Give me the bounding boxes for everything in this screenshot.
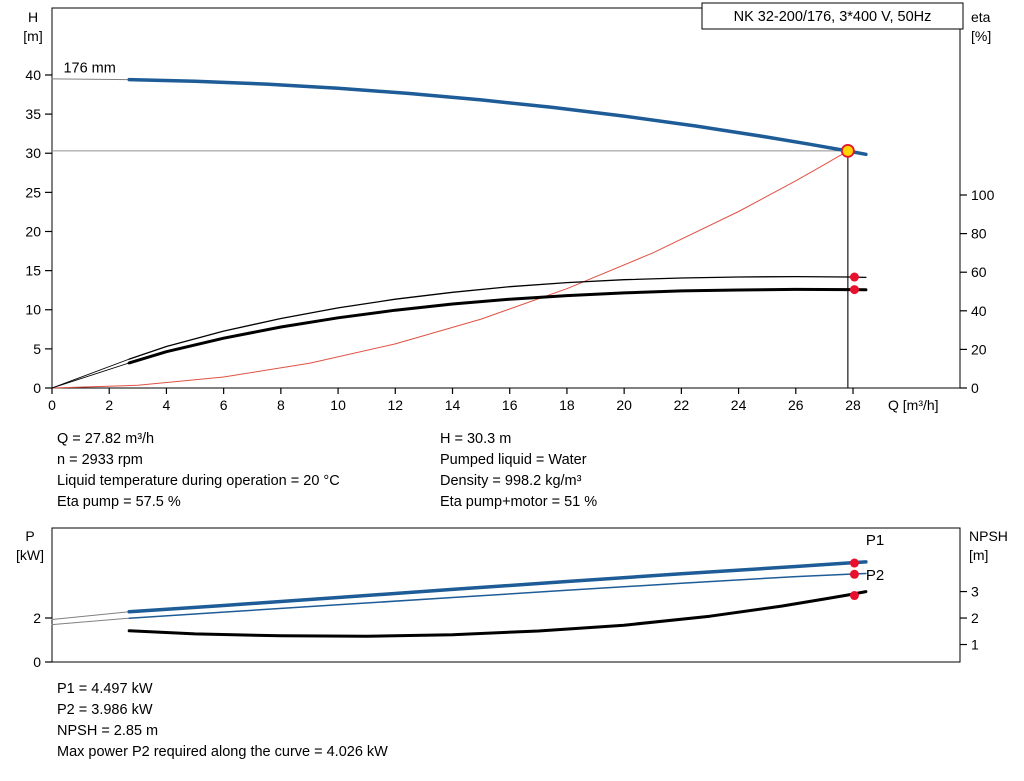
x-tick-label: 10 xyxy=(330,397,346,413)
y-right-tick-label: 3 xyxy=(971,584,979,600)
head-curve-lead xyxy=(51,78,130,81)
system-curve xyxy=(51,150,849,389)
power-npsh-chart: 0 2 1 2 3 P1 P2 P [kW] NPSH [m] xyxy=(16,527,1008,670)
y-right-tick-label: 20 xyxy=(971,341,987,357)
x-tick-label: 0 xyxy=(48,397,56,413)
eta-pump-motor-endpoint xyxy=(849,285,859,295)
info-line-eta-pump: Eta pump = 57.5 % xyxy=(57,494,181,510)
y-left-tick-label: 2 xyxy=(33,610,41,626)
info-line-eta-pump-motor: Eta pump+motor = 51 % xyxy=(440,494,598,510)
y-right-tick-label: 0 xyxy=(971,380,979,396)
info-line-speed: n = 2933 rpm xyxy=(57,452,143,468)
y-left-axis-title: H xyxy=(28,9,38,25)
info-line-density: Density = 998.2 kg/m³ xyxy=(440,473,582,489)
duty-info-right-column: H = 30.3 m Pumped liquid = Water Density… xyxy=(440,429,597,513)
p2-curve xyxy=(128,572,867,619)
y-right-axis-title: [%] xyxy=(971,28,991,44)
y-left-tick-label: 10 xyxy=(25,302,41,318)
y-left-tick-label: 5 xyxy=(33,341,41,357)
p2-label: P2 xyxy=(866,567,884,584)
y-right-tick-label: 40 xyxy=(971,303,987,319)
p1-endpoint xyxy=(849,558,859,568)
info-line-head: H = 30.3 m xyxy=(440,431,512,447)
power-npsh-chart-frame xyxy=(51,527,961,663)
x-tick-label: 28 xyxy=(845,397,861,413)
x-tick-label: 2 xyxy=(105,397,113,413)
y-left-axis-title: P xyxy=(25,528,34,544)
y-left-axis-title: [m] xyxy=(23,28,42,44)
y-left-tick-label: 0 xyxy=(33,654,41,670)
x-tick-label: 8 xyxy=(277,397,285,413)
eta-pump-curve xyxy=(128,275,867,360)
y-right-tick-label: 60 xyxy=(971,264,987,280)
info-line-pumped-liquid: Pumped liquid = Water xyxy=(440,452,587,468)
y-right-tick-label: 2 xyxy=(971,610,979,626)
head-curve-176mm xyxy=(127,77,868,157)
x-axis-title: Q [m³/h] xyxy=(888,397,939,413)
y-left-tick-label: 35 xyxy=(25,106,41,122)
p1-label: P1 xyxy=(866,532,884,549)
p1-curve xyxy=(127,560,868,614)
info-line-p2: P2 = 3.986 kW xyxy=(57,702,153,718)
x-tick-label: 18 xyxy=(559,397,575,413)
duty-info-left-column: Q = 27.82 m³/h n = 2933 rpm Liquid tempe… xyxy=(57,429,340,513)
y-right-tick-label: 80 xyxy=(971,226,987,242)
x-tick-label: 14 xyxy=(445,397,461,413)
eta-pump-motor-lead xyxy=(51,362,130,389)
x-tick-label: 26 xyxy=(788,397,804,413)
y-left-tick-label: 25 xyxy=(25,184,41,200)
npsh-curve xyxy=(127,590,868,638)
x-tick-label: 16 xyxy=(502,397,518,413)
pump-title-text: NK 32-200/176, 3*400 V, 50Hz xyxy=(734,9,932,25)
x-tick-label: 24 xyxy=(731,397,747,413)
info-line-max-power: Max power P2 required along the curve = … xyxy=(57,744,388,760)
p1-lead xyxy=(51,611,130,620)
x-tick-label: 4 xyxy=(163,397,171,413)
y-left-tick-label: 15 xyxy=(25,263,41,279)
eta-pump-endpoint xyxy=(849,272,859,282)
y-right-axis-title: [m] xyxy=(969,547,988,563)
duty-point-marker xyxy=(840,143,855,158)
y-left-axis-title: [kW] xyxy=(16,547,44,563)
y-right-axis-title: eta xyxy=(971,9,991,25)
x-tick-label: 12 xyxy=(388,397,404,413)
y-left-tick-label: 0 xyxy=(33,380,41,396)
info-line-flow: Q = 27.82 m³/h xyxy=(57,431,155,447)
p2-lead xyxy=(51,617,130,626)
impeller-size-label: 176 mm xyxy=(63,61,115,77)
npsh-endpoint xyxy=(849,591,859,601)
x-tick-label: 22 xyxy=(674,397,690,413)
power-npsh-info: P1 = 4.497 kW P2 = 3.986 kW NPSH = 2.85 … xyxy=(57,679,388,763)
y-left-tick-label: 30 xyxy=(25,145,41,161)
info-line-liquid-temp: Liquid temperature during operation = 20… xyxy=(57,473,340,489)
pump-title-box xyxy=(701,2,964,30)
hq-eta-chart-frame xyxy=(51,7,961,389)
eta-pump-motor-curve xyxy=(127,287,868,365)
x-tick-label: 20 xyxy=(616,397,632,413)
info-line-npsh: NPSH = 2.85 m xyxy=(57,723,159,739)
info-line-p1: P1 = 4.497 kW xyxy=(57,681,153,697)
y-right-axis-title: NPSH xyxy=(969,528,1008,544)
y-right-tick-label: 1 xyxy=(971,637,979,653)
p2-endpoint xyxy=(849,569,859,579)
y-left-tick-label: 20 xyxy=(25,223,41,239)
y-left-tick-label: 40 xyxy=(25,67,41,83)
eta-pump-lead xyxy=(51,358,130,389)
x-tick-label: 6 xyxy=(220,397,228,413)
y-right-tick-label: 100 xyxy=(971,187,995,203)
